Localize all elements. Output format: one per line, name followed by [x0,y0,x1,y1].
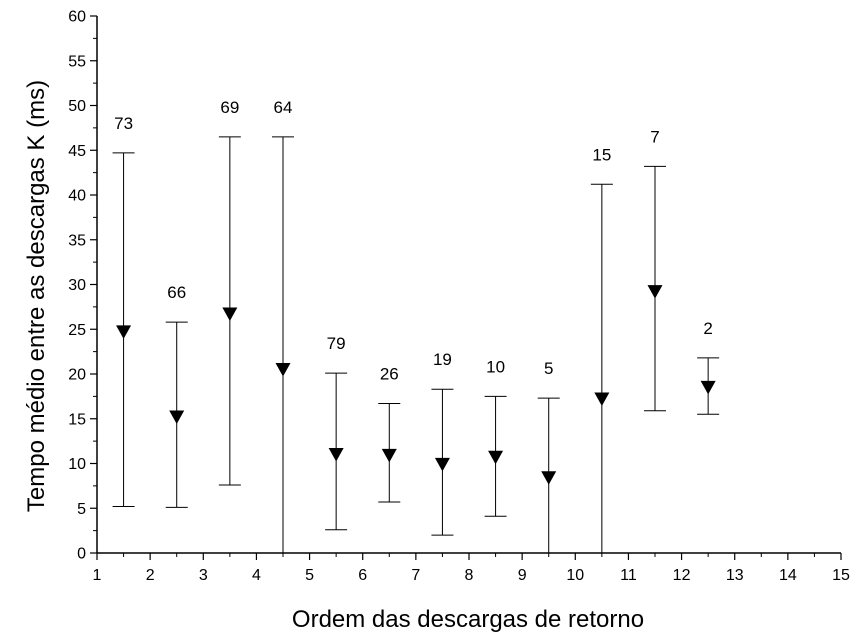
y-tick-label: 40 [68,188,86,205]
count-label: 69 [220,98,239,117]
x-tick-label: 8 [465,567,474,584]
count-label: 64 [274,98,293,117]
count-label: 19 [433,350,452,369]
y-tick-label: 55 [68,53,86,70]
data-point [700,380,716,395]
chart-marks: 73 66 69 64 79 26 19 10 5 15 7 2 [112,98,720,553]
data-point [381,448,397,463]
y-tick-label: 45 [68,143,86,160]
x-tick-label: 7 [411,567,420,584]
x-tick-label: 15 [832,567,850,584]
data-point [541,471,557,485]
count-label: 26 [380,365,399,384]
count-label: 79 [327,334,346,353]
x-tick-label: 1 [93,567,102,584]
y-tick-label: 0 [77,546,86,563]
x-tick-label: 2 [146,567,155,584]
count-label: 5 [544,359,553,378]
count-label: 15 [592,145,611,164]
y-tick-label: 60 [68,9,86,26]
y-tick-label: 30 [68,277,86,294]
x-axis-title: Ordem das descargas de retorno [292,606,644,633]
x-tick-label: 10 [566,567,584,584]
x-tick-label: 9 [518,567,527,584]
y-axis-title: Tempo médio entre as descargas K (ms) [23,80,50,512]
y-tick-label: 10 [68,456,86,473]
y-tick-label: 35 [68,232,86,249]
y-tick-label: 25 [68,322,86,339]
x-tick-label: 13 [726,567,744,584]
y-tick-label: 50 [68,98,86,115]
data-point [328,448,344,462]
count-label: 7 [650,127,659,146]
data-point [222,307,238,322]
data-point [488,450,504,465]
x-tick-label: 5 [305,567,314,584]
x-tick-label: 6 [358,567,367,584]
y-tick-label: 15 [68,411,86,428]
data-point [116,325,132,339]
x-tick-label: 12 [673,567,691,584]
count-label: 10 [486,357,505,376]
data-point [594,392,610,407]
data-point [434,457,450,472]
x-tick-label: 11 [620,567,637,584]
y-tick-label: 20 [68,367,86,384]
x-tick-label: 3 [199,567,208,584]
count-label: 2 [703,319,712,338]
data-point [275,363,291,377]
y-tick-label: 5 [77,501,86,518]
count-label: 73 [114,114,133,133]
x-tick-label: 4 [252,567,261,584]
data-point [169,410,185,424]
count-label: 66 [167,283,186,302]
x-tick-label: 14 [779,567,797,584]
data-point [647,285,663,299]
